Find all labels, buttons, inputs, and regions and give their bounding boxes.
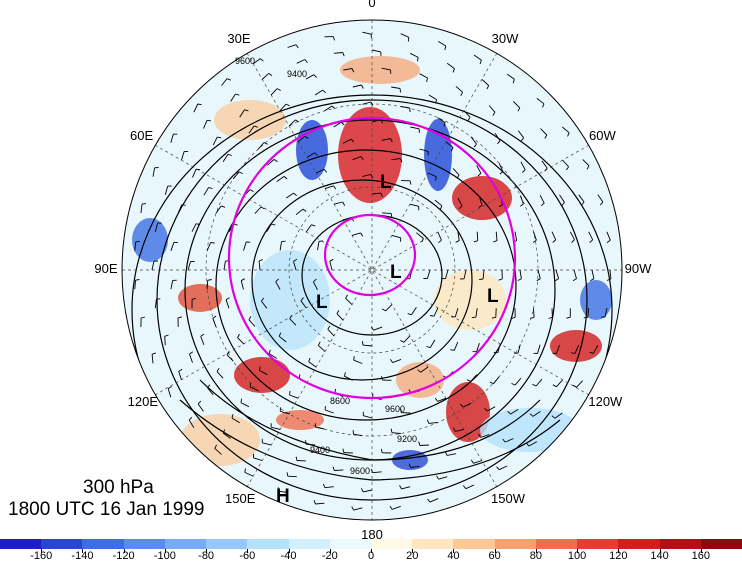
colorbar-tick-label: 40 <box>447 550 459 562</box>
colorbar-swatch <box>124 539 165 549</box>
low-center-label: L <box>316 292 328 313</box>
contour-label: 8600 <box>330 396 350 406</box>
colorbar-swatch <box>206 539 247 549</box>
wind-barb-flag <box>182 205 186 206</box>
wind-barb-flag <box>211 243 215 244</box>
wind-barb-flag <box>450 350 454 351</box>
wind-barb-flag <box>584 317 588 318</box>
longitude-label: 150W <box>491 491 519 506</box>
colorbar-swatch <box>247 539 288 549</box>
colorbar-tick-label: -60 <box>239 550 255 562</box>
colorbar-tick-label: 160 <box>692 550 710 562</box>
wind-barb-flag <box>207 120 211 121</box>
wind-barb <box>207 280 208 289</box>
wind-barb <box>165 336 166 345</box>
low-center-label: L <box>487 286 499 307</box>
polar-map: L L L L H 9600 9400 9200 9600 9400 9600 … <box>0 0 742 530</box>
wind-barb-flag <box>142 204 146 205</box>
colorbar-swatch <box>82 539 123 549</box>
valid-time-title: 1800 UTC 16 Jan 1999 <box>8 499 204 521</box>
colorbar-swatch <box>453 539 494 549</box>
colorbar-swatch <box>701 539 742 549</box>
pressure-level-title: 300 hPa <box>83 477 154 499</box>
colorbar-tick-label: 20 <box>406 550 418 562</box>
colorbar-swatch <box>0 539 41 549</box>
wind-barb <box>288 476 297 477</box>
longitude-label: 60W <box>588 128 616 143</box>
colorbar-tick-label: -160 <box>30 550 52 562</box>
colorbar-swatch <box>577 539 618 549</box>
colorbar-swatch <box>165 539 206 549</box>
longitude-label: 120E <box>128 394 156 409</box>
wind-barb-flag <box>408 37 409 41</box>
longitude-label: 30E <box>225 31 253 46</box>
colorbar-swatch <box>412 539 453 549</box>
contour-label: 9600 <box>350 466 370 476</box>
contour-label: 9600 <box>385 404 405 414</box>
longitude-label: 120W <box>588 394 616 409</box>
colorbar <box>0 539 742 549</box>
wind-barb <box>382 213 391 214</box>
wind-barb-flag <box>479 279 483 280</box>
colorbar-tick-label: 100 <box>568 550 586 562</box>
contour-label: 9400 <box>287 69 307 79</box>
contour-label: 9400 <box>310 445 330 455</box>
contour-label: 9200 <box>397 434 417 444</box>
colorbar-tick-label: -120 <box>113 550 135 562</box>
longitude-label: 0 <box>358 0 386 10</box>
colorbar-tick-label: 80 <box>530 550 542 562</box>
wind-barb-flag <box>436 177 437 181</box>
wind-barb <box>477 232 478 241</box>
wind-barb-flag <box>196 169 200 170</box>
colorbar-swatch <box>536 539 577 549</box>
colorbar-swatch <box>41 539 82 549</box>
wind-barb <box>334 470 343 471</box>
low-center-label: L <box>380 172 392 193</box>
contour-label: 9600 <box>235 56 255 66</box>
wind-barb-flag <box>362 341 363 345</box>
colorbar-tick-label: -140 <box>71 550 93 562</box>
colorbar-tick-label: -40 <box>281 550 297 562</box>
colorbar-tick-label: 0 <box>368 550 374 562</box>
wind-barb <box>420 445 429 446</box>
colorbar-swatch <box>495 539 536 549</box>
high-center-label: H <box>276 486 290 507</box>
longitude-label: 90W <box>624 261 652 276</box>
colorbar-tick-label: -100 <box>154 550 176 562</box>
colorbar-tick-label: -80 <box>198 550 214 562</box>
colorbar-swatch <box>660 539 701 549</box>
colorbar-tick-label: 60 <box>489 550 501 562</box>
colorbar-swatch <box>371 539 412 549</box>
map-disk <box>122 20 622 525</box>
colorbar-swatch <box>289 539 330 549</box>
longitude-label: 30W <box>491 31 519 46</box>
wind-barb-flag <box>571 353 575 354</box>
longitude-label: 150E <box>225 491 253 506</box>
colorbar-tick-label: 140 <box>650 550 668 562</box>
low-center-label: L <box>390 262 402 283</box>
wind-barb-flag <box>156 299 160 300</box>
wind-barb <box>534 308 535 317</box>
longitude-label: 90E <box>92 261 120 276</box>
longitude-label: 60E <box>128 128 156 143</box>
wind-barb-flag <box>136 241 140 242</box>
colorbar-tick-label: -20 <box>322 550 338 562</box>
colorbar-swatch <box>330 539 371 549</box>
colorbar-swatch <box>618 539 659 549</box>
colorbar-tick-label: 120 <box>609 550 627 562</box>
